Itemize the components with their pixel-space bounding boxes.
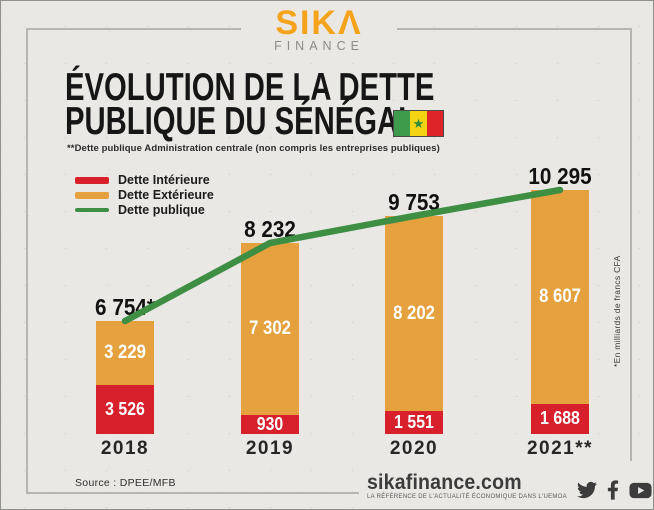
- legend-item-dette-publique: Dette publique: [75, 203, 214, 217]
- legend-label: Dette Extérieure: [118, 188, 214, 202]
- footer-site-name: sikafinance.com: [367, 470, 522, 494]
- footer-tagline: LA RÉFÉRENCE DE L'ACTUALITÉ ÉCONOMIQUE D…: [367, 493, 567, 500]
- value-label-exterieure-2021**: 8 607: [539, 286, 581, 307]
- total-label-2018: 6 754*: [95, 294, 155, 320]
- legend-swatch-orange: [75, 191, 109, 199]
- legend: Dette Intérieure Dette Extérieure Dette …: [75, 173, 214, 218]
- logo-subtitle: FINANCE: [274, 39, 364, 53]
- flag-red-stripe: [426, 111, 443, 136]
- flag-yellow-stripe: ★: [410, 111, 427, 136]
- legend-label: Dette publique: [118, 203, 205, 217]
- total-label-2020: 9 753: [388, 189, 440, 215]
- legend-label: Dette Intérieure: [118, 173, 210, 187]
- year-label-2020: 2020: [389, 438, 439, 459]
- value-label-interieure-2020: 1 551: [394, 411, 434, 432]
- logo-wordmark: SIKΛ: [275, 4, 363, 42]
- legend-item-dette-interieure: Dette Intérieure: [75, 173, 214, 187]
- footer-brand-bar: sikafinance.com LA RÉFÉRENCE DE L'ACTUAL…: [359, 461, 653, 509]
- value-label-interieure-2018: 3 526: [105, 398, 145, 419]
- title-line-2: PUBLIQUE DU SÉNÉGAL: [65, 100, 417, 143]
- value-label-exterieure-2018: 3 229: [104, 342, 146, 363]
- flag-star-icon: ★: [412, 115, 425, 131]
- bar-segment-interieure-2021**: [531, 404, 589, 434]
- year-label-2018: 2018: [100, 438, 150, 459]
- bar-segment-interieure-2018: [96, 385, 154, 434]
- bar-segment-exterieure-2018: [96, 321, 154, 385]
- value-label-exterieure-2020: 8 202: [393, 302, 435, 324]
- total-label-2019: 8 232: [244, 216, 296, 242]
- legend-swatch-green-line: [75, 208, 109, 212]
- source-note: Source : DPEE/MFB: [75, 477, 176, 489]
- flag-green-stripe: [394, 111, 411, 136]
- chart-subtitle: **Dette publique Administration centrale…: [67, 143, 440, 154]
- total-label-2021**: 10 295: [528, 163, 592, 189]
- youtube-icon: [629, 482, 652, 499]
- facebook-icon: [607, 480, 619, 500]
- twitter-icon: [576, 480, 597, 500]
- legend-item-dette-exterieure: Dette Extérieure: [75, 188, 214, 202]
- value-label-exterieure-2019: 7 302: [249, 318, 291, 339]
- value-label-interieure-2021**: 1 688: [540, 408, 580, 428]
- senegal-flag-icon: ★: [393, 110, 444, 137]
- bar-segment-interieure-2020: [385, 411, 443, 434]
- sika-finance-logo: SIKΛ FINANCE: [241, 4, 397, 59]
- footer-site-block: sikafinance.com LA RÉFÉRENCE DE L'ACTUAL…: [367, 470, 567, 500]
- value-label-interieure-2019: 930: [256, 413, 284, 434]
- legend-swatch-red: [75, 176, 109, 184]
- unit-note: *En milliards de francs CFA: [612, 255, 622, 367]
- year-label-2019: 2019: [245, 438, 295, 459]
- social-icons: [576, 480, 653, 501]
- page-title: ÉVOLUTION DE LA DETTE PUBLIQUE DU SÉNÉGA…: [65, 66, 558, 143]
- title-line-1: ÉVOLUTION DE LA DETTE: [65, 66, 435, 109]
- year-label-2021**: 2021**: [526, 438, 594, 459]
- bar-segment-interieure-2019: [241, 415, 299, 434]
